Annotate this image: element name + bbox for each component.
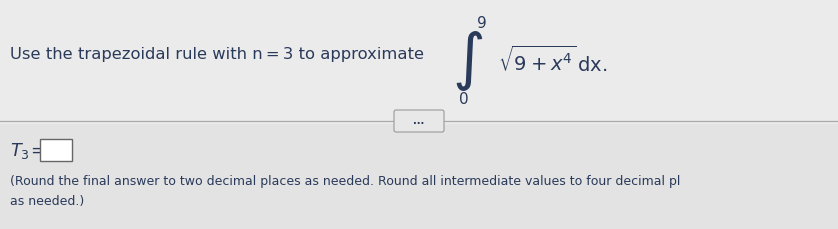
Text: =: =	[30, 142, 45, 160]
Bar	[0, 124, 838, 229]
Text: ...: ...	[413, 116, 425, 126]
Text: 9: 9	[477, 16, 487, 30]
Text: $\sqrt{9+x^4}\,\mathrm{dx.}$: $\sqrt{9+x^4}\,\mathrm{dx.}$	[498, 46, 608, 76]
Text: 0: 0	[459, 92, 468, 106]
Text: $\int$: $\int$	[453, 29, 484, 93]
Text: as needed.): as needed.)	[10, 194, 85, 207]
FancyBboxPatch shape	[394, 110, 444, 132]
Text: Use the trapezoidal rule with n = 3 to approximate: Use the trapezoidal rule with n = 3 to a…	[10, 46, 424, 62]
Bar	[40, 139, 72, 161]
Text: (Round the final answer to two decimal places as needed. Round all intermediate : (Round the final answer to two decimal p…	[10, 175, 680, 188]
Text: $T_3$: $T_3$	[10, 141, 30, 161]
Bar	[0, 0, 838, 124]
